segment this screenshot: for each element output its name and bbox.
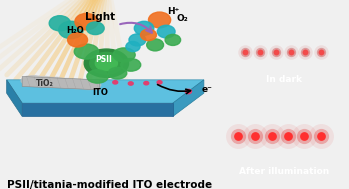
Point	[318, 50, 324, 53]
Point	[318, 135, 324, 138]
Point	[235, 135, 241, 138]
Text: H₂O: H₂O	[67, 26, 84, 35]
Ellipse shape	[113, 81, 118, 84]
Ellipse shape	[165, 34, 181, 45]
Ellipse shape	[95, 56, 118, 71]
Ellipse shape	[49, 16, 70, 31]
Ellipse shape	[121, 59, 141, 71]
Text: PSII/titania-modified ITO electrode: PSII/titania-modified ITO electrode	[7, 180, 212, 189]
Polygon shape	[7, 80, 22, 116]
Ellipse shape	[87, 70, 108, 83]
Point	[302, 50, 308, 53]
Point	[269, 135, 275, 138]
Point	[318, 135, 324, 138]
Text: H⁺: H⁺	[167, 7, 180, 16]
Point	[269, 135, 275, 138]
Text: PSII: PSII	[96, 55, 113, 64]
Ellipse shape	[32, 77, 57, 87]
Ellipse shape	[148, 12, 171, 28]
Point	[273, 50, 279, 53]
Text: ITO: ITO	[92, 88, 107, 97]
Polygon shape	[22, 77, 100, 90]
Text: e⁻: e⁻	[202, 85, 213, 94]
Point	[257, 50, 263, 53]
Polygon shape	[173, 80, 204, 116]
Point	[252, 135, 258, 138]
Point	[273, 50, 279, 53]
Ellipse shape	[54, 78, 79, 88]
Point	[273, 50, 279, 53]
Point	[269, 135, 275, 138]
Text: Light: Light	[85, 12, 115, 22]
Polygon shape	[22, 103, 173, 116]
Point	[318, 135, 324, 138]
Point	[288, 50, 293, 53]
Ellipse shape	[75, 13, 98, 30]
Ellipse shape	[126, 42, 140, 52]
Ellipse shape	[74, 44, 99, 59]
Ellipse shape	[128, 82, 133, 85]
Point	[302, 50, 308, 53]
Ellipse shape	[185, 89, 192, 94]
Point	[301, 135, 307, 138]
Polygon shape	[7, 80, 204, 103]
Point	[235, 135, 241, 138]
Ellipse shape	[43, 77, 68, 87]
Ellipse shape	[87, 22, 104, 35]
Ellipse shape	[76, 80, 101, 89]
Ellipse shape	[84, 49, 128, 77]
Ellipse shape	[134, 21, 154, 35]
Point	[285, 135, 291, 138]
Point	[257, 50, 263, 53]
Point	[288, 50, 293, 53]
Ellipse shape	[68, 33, 88, 47]
Point	[243, 50, 248, 53]
Point	[252, 135, 258, 138]
Ellipse shape	[157, 81, 162, 84]
Point	[302, 50, 308, 53]
Ellipse shape	[141, 29, 156, 41]
Point	[257, 50, 263, 53]
Ellipse shape	[147, 39, 164, 51]
FancyArrowPatch shape	[120, 23, 152, 33]
Point	[301, 135, 307, 138]
FancyArrowPatch shape	[157, 84, 191, 94]
Point	[285, 135, 291, 138]
Point	[288, 50, 293, 53]
Ellipse shape	[59, 21, 83, 39]
Ellipse shape	[157, 25, 175, 38]
Point	[235, 135, 241, 138]
Ellipse shape	[21, 76, 45, 86]
Point	[318, 50, 324, 53]
Text: O₂: O₂	[176, 14, 188, 23]
Point	[285, 135, 291, 138]
Point	[243, 50, 248, 53]
Ellipse shape	[90, 52, 123, 74]
Ellipse shape	[144, 81, 149, 85]
Point	[301, 135, 307, 138]
Point	[318, 50, 324, 53]
Ellipse shape	[65, 79, 90, 89]
Text: After illumination: After illumination	[239, 167, 329, 176]
Point	[243, 50, 248, 53]
Text: TiO₂: TiO₂	[35, 79, 53, 88]
Text: In dark: In dark	[266, 75, 303, 84]
Ellipse shape	[108, 67, 127, 79]
Ellipse shape	[113, 48, 135, 62]
Ellipse shape	[129, 34, 146, 46]
Point	[252, 135, 258, 138]
